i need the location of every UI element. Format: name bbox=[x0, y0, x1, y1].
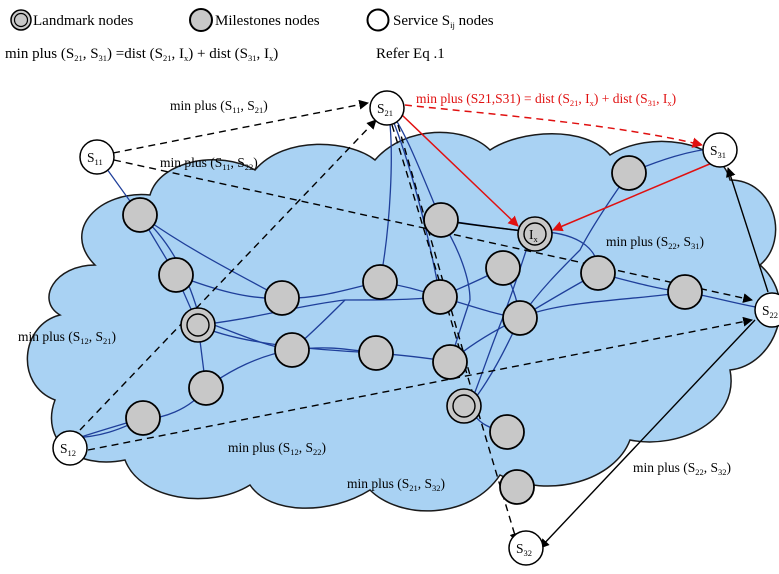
equation-reference: Refer Eq .1 bbox=[376, 46, 445, 62]
route-s11-s21 bbox=[112, 99, 369, 154]
milestone-node bbox=[422, 279, 458, 315]
route-s21-s32-a bbox=[391, 124, 520, 543]
route-s21-s31-red bbox=[404, 104, 704, 148]
milestone-node bbox=[580, 255, 616, 291]
milestone-node bbox=[423, 202, 459, 238]
milestone-node bbox=[358, 335, 394, 371]
label-s11-s21: min plus (S11, S21) bbox=[170, 98, 268, 115]
service-node-s11: S11 bbox=[79, 139, 115, 175]
network-cloud bbox=[26, 131, 779, 512]
milestone-node bbox=[274, 332, 310, 368]
red-routes bbox=[401, 104, 713, 232]
legend-landmark-label: Landmark nodes bbox=[33, 13, 134, 29]
label-s12-s22: min plus (S12, S22) bbox=[228, 440, 326, 457]
svg-text:S11: S11 bbox=[87, 150, 103, 167]
svg-text:S21: S21 bbox=[377, 101, 393, 118]
milestone-node bbox=[667, 274, 703, 310]
milestone-node bbox=[485, 250, 521, 286]
label-s11-s22: min plus (S11, S22) bbox=[160, 155, 258, 172]
milestone-legend-icon bbox=[189, 8, 213, 32]
milestone-node bbox=[264, 280, 300, 316]
milestone-node bbox=[499, 469, 535, 505]
route-s22-s32 bbox=[539, 319, 756, 549]
milestone-node bbox=[122, 197, 158, 233]
label-s12-s21: min plus (S12, S21) bbox=[18, 329, 116, 346]
landmark-nodes: Ix bbox=[180, 216, 553, 424]
label-s22-s31: min plus (S22, S31) bbox=[606, 234, 704, 251]
landmark-node-inner bbox=[452, 394, 476, 418]
service-nodes: S11 S21 S31 S22 S12 S32 bbox=[52, 90, 779, 566]
milestone-node bbox=[489, 414, 525, 450]
legend-milestone-label: Milestones nodes bbox=[215, 13, 320, 29]
legend-service-label: Service Sij nodes bbox=[393, 13, 494, 30]
milestone-nodes bbox=[122, 155, 703, 505]
milestone-node bbox=[125, 400, 161, 436]
red-route-label: min plus (S21,S31) = dist (S21, Ix) + di… bbox=[416, 91, 676, 108]
service-node-s12: S12 bbox=[52, 430, 88, 466]
svg-text:S12: S12 bbox=[60, 441, 76, 458]
label-s22-s32: min plus (S22, S32) bbox=[633, 460, 731, 477]
milestone-node bbox=[432, 344, 468, 380]
landmark-ix-label: Ix bbox=[529, 227, 539, 244]
route-s21-s32-b bbox=[397, 124, 471, 376]
service-node-s32: S32 bbox=[508, 530, 544, 566]
landmark-node-ix-inner bbox=[523, 222, 547, 246]
route-s22-s31 bbox=[726, 167, 769, 293]
milestone-node bbox=[611, 155, 647, 191]
milestone-node bbox=[158, 257, 194, 293]
route-s21-landmark-red bbox=[401, 114, 519, 227]
milestone-node bbox=[502, 300, 538, 336]
route-s31-landmark-red bbox=[552, 162, 713, 232]
landmark-node-inner bbox=[186, 313, 210, 337]
service-node-s21: S21 bbox=[369, 90, 405, 126]
svg-text:S32: S32 bbox=[516, 541, 532, 558]
milestone-node bbox=[362, 264, 398, 300]
route-s12-s22 bbox=[87, 316, 753, 451]
svg-text:S22: S22 bbox=[762, 303, 778, 320]
service-node-s22: S22 bbox=[754, 292, 779, 328]
equation-line: min plus (S21, S31) =dist (S21, Ix) + di… bbox=[5, 46, 278, 63]
milestone-node bbox=[188, 370, 224, 406]
landmark-legend-icon-inner bbox=[13, 12, 29, 28]
label-s21-s32: min plus (S21, S32) bbox=[347, 476, 445, 493]
service-node-s31: S31 bbox=[702, 132, 738, 168]
service-legend-icon bbox=[366, 8, 390, 32]
svg-text:S31: S31 bbox=[710, 143, 726, 160]
legend: Landmark nodes Milestones nodes Service … bbox=[10, 8, 494, 32]
